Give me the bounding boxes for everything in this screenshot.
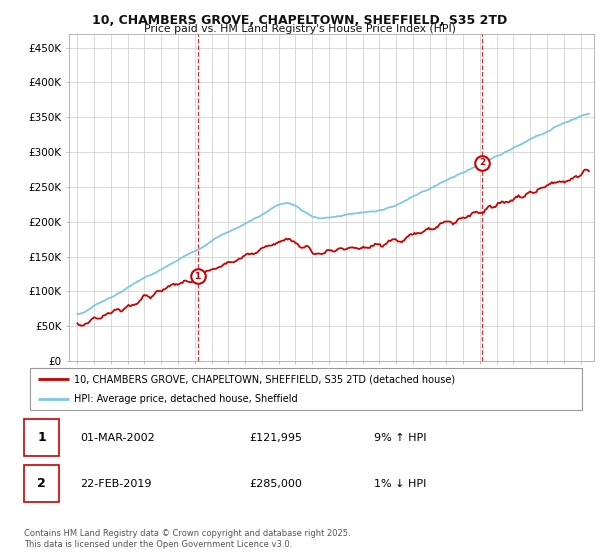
- Text: Contains HM Land Registry data © Crown copyright and database right 2025.
This d: Contains HM Land Registry data © Crown c…: [24, 529, 350, 549]
- Text: 1: 1: [194, 272, 201, 281]
- Text: 22-FEB-2019: 22-FEB-2019: [80, 479, 152, 489]
- Text: £285,000: £285,000: [250, 479, 302, 489]
- Text: 01-MAR-2002: 01-MAR-2002: [80, 432, 155, 442]
- Text: 9% ↑ HPI: 9% ↑ HPI: [374, 432, 426, 442]
- Text: £121,995: £121,995: [250, 432, 302, 442]
- Text: 1: 1: [37, 431, 46, 444]
- Text: Price paid vs. HM Land Registry's House Price Index (HPI): Price paid vs. HM Land Registry's House …: [144, 24, 456, 34]
- Text: HPI: Average price, detached house, Sheffield: HPI: Average price, detached house, Shef…: [74, 394, 298, 404]
- Bar: [24, 419, 59, 456]
- Text: 2: 2: [479, 158, 485, 167]
- Text: 10, CHAMBERS GROVE, CHAPELTOWN, SHEFFIELD, S35 2TD (detached house): 10, CHAMBERS GROVE, CHAPELTOWN, SHEFFIEL…: [74, 374, 455, 384]
- Text: 2: 2: [37, 477, 46, 490]
- Bar: [24, 465, 59, 502]
- Text: 1% ↓ HPI: 1% ↓ HPI: [374, 479, 426, 489]
- Text: 10, CHAMBERS GROVE, CHAPELTOWN, SHEFFIELD, S35 2TD: 10, CHAMBERS GROVE, CHAPELTOWN, SHEFFIEL…: [92, 14, 508, 27]
- Point: [478, 158, 487, 167]
- Point: [193, 272, 202, 281]
